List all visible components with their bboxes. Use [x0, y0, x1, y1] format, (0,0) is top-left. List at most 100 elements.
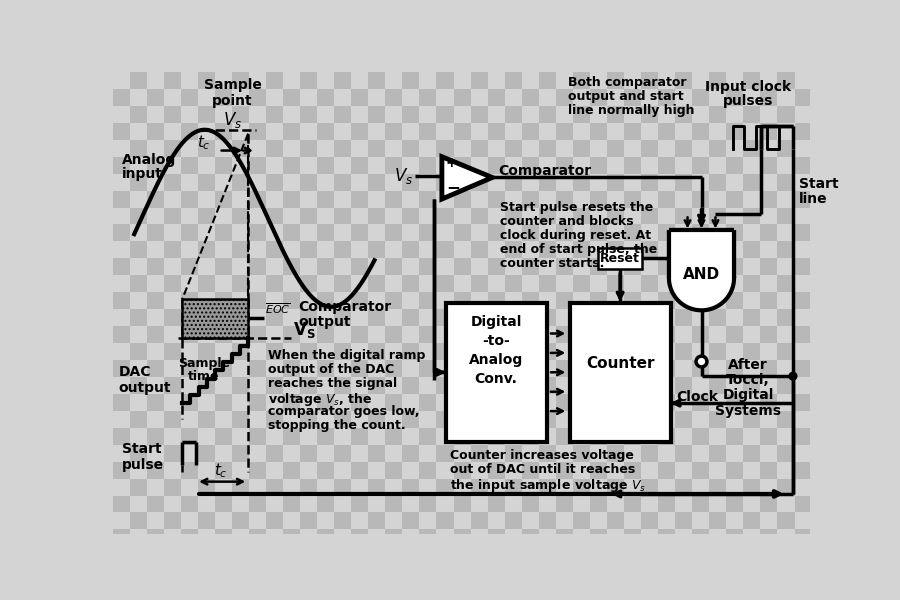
Bar [522, 479, 539, 496]
Bar [658, 496, 675, 512]
Bar [164, 547, 181, 563]
Bar [317, 547, 334, 563]
Bar [590, 241, 607, 259]
Bar [658, 224, 675, 241]
Bar [198, 343, 215, 360]
Bar [522, 547, 539, 563]
Bar [624, 461, 641, 479]
Bar [590, 224, 607, 241]
Bar [505, 259, 522, 275]
Bar [419, 140, 436, 157]
Bar [624, 89, 641, 106]
Bar [726, 343, 743, 360]
Bar [505, 157, 522, 173]
Bar [607, 292, 624, 309]
Bar [812, 241, 829, 259]
Bar [249, 191, 266, 208]
Bar [334, 157, 351, 173]
Bar [402, 547, 419, 563]
Bar [675, 360, 692, 377]
Bar [760, 512, 778, 529]
Bar [164, 72, 181, 89]
Bar [385, 106, 402, 123]
Bar [112, 377, 130, 394]
Bar [300, 89, 317, 106]
Bar [130, 241, 147, 259]
Bar [130, 191, 147, 208]
Bar [778, 140, 795, 157]
Bar [641, 529, 658, 547]
Bar [760, 72, 778, 89]
Bar [181, 445, 198, 461]
Bar [385, 512, 402, 529]
Bar [471, 496, 488, 512]
Bar [351, 428, 368, 445]
Bar [812, 529, 829, 547]
Bar [624, 411, 641, 428]
Bar [232, 224, 249, 241]
Text: -to-: -to- [482, 334, 510, 348]
Bar [385, 547, 402, 563]
Bar [351, 123, 368, 140]
Bar [334, 89, 351, 106]
Bar [709, 343, 726, 360]
Bar [385, 411, 402, 428]
Bar [675, 140, 692, 157]
Bar [573, 529, 590, 547]
Bar [249, 496, 266, 512]
Bar [488, 140, 505, 157]
Bar [317, 428, 334, 445]
Bar [607, 428, 624, 445]
Bar [658, 428, 675, 445]
Bar [300, 394, 317, 411]
Bar [164, 394, 181, 411]
Bar [812, 461, 829, 479]
Bar [539, 275, 556, 292]
Bar [624, 123, 641, 140]
Bar [300, 326, 317, 343]
Bar [215, 309, 232, 326]
Bar [641, 445, 658, 461]
Bar [760, 343, 778, 360]
Bar [266, 445, 283, 461]
Bar [471, 275, 488, 292]
Bar [641, 224, 658, 241]
Bar [778, 529, 795, 547]
Bar [436, 157, 454, 173]
Bar [300, 309, 317, 326]
Bar [249, 377, 266, 394]
Bar [232, 157, 249, 173]
Bar [726, 89, 743, 106]
Bar [607, 377, 624, 394]
Bar [488, 89, 505, 106]
Bar [675, 461, 692, 479]
Bar [454, 377, 471, 394]
Bar [334, 259, 351, 275]
Bar [402, 428, 419, 445]
Bar [522, 496, 539, 512]
Bar [624, 224, 641, 241]
Bar [232, 377, 249, 394]
Bar [181, 428, 198, 445]
Bar [402, 275, 419, 292]
Bar [795, 123, 812, 140]
Bar [112, 123, 130, 140]
Bar [266, 123, 283, 140]
Bar [147, 428, 164, 445]
Bar [419, 461, 436, 479]
Bar [812, 292, 829, 309]
Bar [164, 208, 181, 224]
Bar [522, 157, 539, 173]
Bar [675, 241, 692, 259]
Bar [624, 512, 641, 529]
Bar [590, 309, 607, 326]
Bar [181, 292, 198, 309]
Bar [147, 106, 164, 123]
Bar [641, 326, 658, 343]
Text: output and start: output and start [568, 90, 684, 103]
Bar [266, 173, 283, 191]
Bar [232, 496, 249, 512]
Bar [692, 89, 709, 106]
Bar [215, 89, 232, 106]
Bar [556, 224, 572, 241]
